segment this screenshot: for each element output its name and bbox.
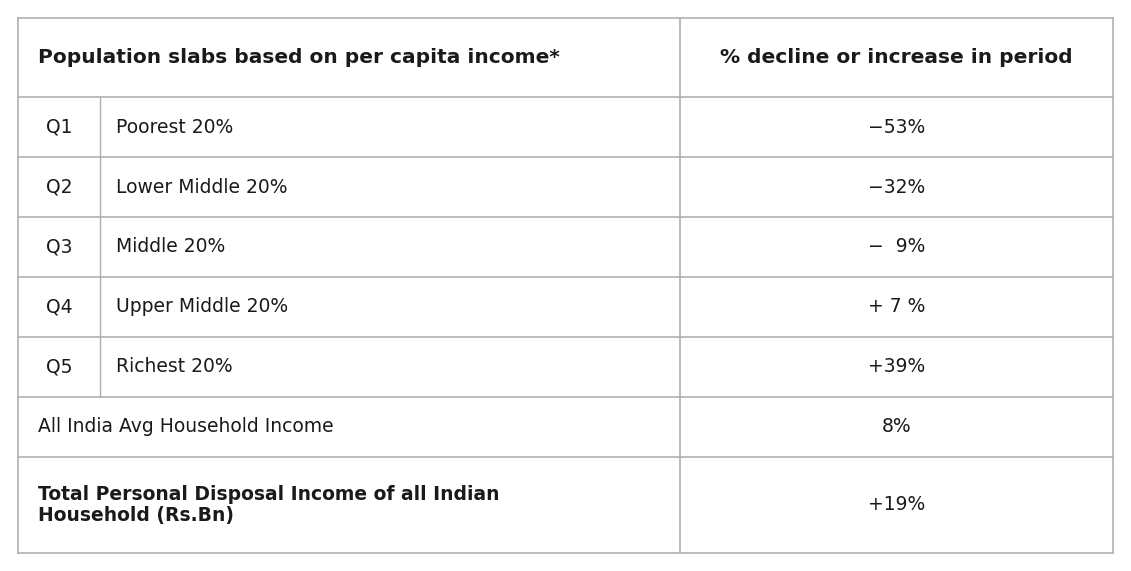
Text: 8%: 8% bbox=[882, 417, 912, 436]
Text: Lower Middle 20%: Lower Middle 20% bbox=[116, 178, 287, 196]
Text: Q4: Q4 bbox=[45, 297, 72, 316]
Text: Population slabs based on per capita income*: Population slabs based on per capita inc… bbox=[38, 48, 560, 67]
Text: All India Avg Household Income: All India Avg Household Income bbox=[38, 417, 334, 436]
Text: + 7 %: + 7 % bbox=[869, 297, 925, 316]
Text: Poorest 20%: Poorest 20% bbox=[116, 118, 233, 136]
Text: +19%: +19% bbox=[869, 496, 925, 514]
Text: +39%: +39% bbox=[869, 357, 925, 376]
Text: % decline or increase in period: % decline or increase in period bbox=[720, 48, 1073, 67]
Text: Richest 20%: Richest 20% bbox=[116, 357, 233, 376]
Text: Middle 20%: Middle 20% bbox=[116, 238, 225, 256]
Text: Q5: Q5 bbox=[46, 357, 72, 376]
Text: Q3: Q3 bbox=[46, 238, 72, 256]
Text: −53%: −53% bbox=[869, 118, 925, 136]
Text: Household (Rs.Bn): Household (Rs.Bn) bbox=[38, 506, 234, 525]
Text: Total Personal Disposal Income of all Indian: Total Personal Disposal Income of all In… bbox=[38, 485, 500, 504]
Text: −  9%: − 9% bbox=[869, 238, 925, 256]
Text: Q2: Q2 bbox=[46, 178, 72, 196]
Text: Upper Middle 20%: Upper Middle 20% bbox=[116, 297, 288, 316]
Text: −32%: −32% bbox=[869, 178, 925, 196]
Text: Q1: Q1 bbox=[46, 118, 72, 136]
